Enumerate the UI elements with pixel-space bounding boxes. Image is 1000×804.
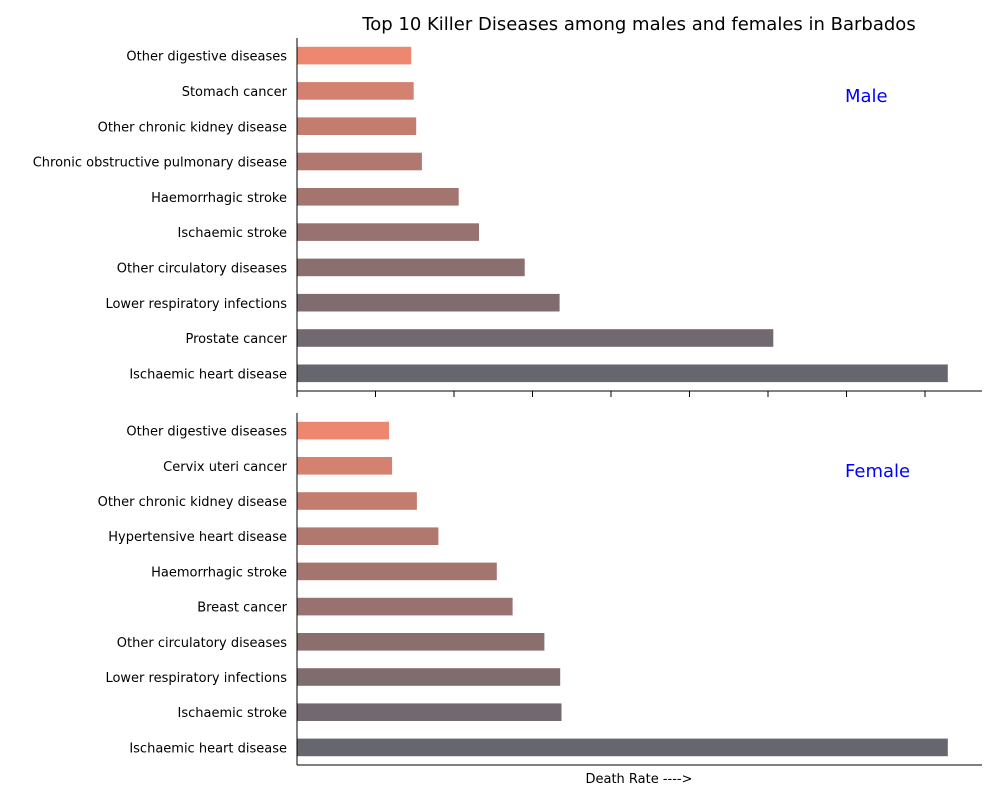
category-label: Other digestive diseases [126,425,287,440]
chart-title: Top 10 Killer Diseases among males and f… [361,14,915,35]
panel-male: Ischaemic heart disease Prostate cancer Lo… [33,38,982,397]
bar [297,597,513,616]
panel-name-label: Male [845,86,888,107]
bar [297,738,948,757]
category-label: Hypertensive heart disease [108,530,287,545]
panel-female: Ischaemic heart disease Ischaemic stroke L… [98,413,982,766]
x-axis-label: Death Rate ----> [585,772,692,787]
bar [297,703,562,721]
bar [297,364,948,383]
bar [297,188,459,206]
bar [297,258,525,277]
bar [297,329,774,347]
category-label: Other circulatory diseases [117,636,287,651]
category-label: Other chronic kidney disease [98,120,287,135]
category-label: Lower respiratory infections [105,297,287,312]
category-label: Ischaemic heart disease [129,741,287,756]
bar [297,46,412,65]
bar [297,527,439,545]
bar [297,223,479,241]
bar [297,668,561,686]
bar [297,293,560,312]
category-label: Chronic obstructive pulmonary disease [33,156,287,171]
category-label: Other chronic kidney disease [98,495,287,510]
bar [297,457,393,475]
category-label: Haemorrhagic stroke [151,191,287,206]
bar [297,562,497,581]
category-label: Breast cancer [197,601,287,616]
bar [297,492,417,510]
category-label: Stomach cancer [182,85,288,100]
panel-name-label: Female [845,461,910,482]
category-label: Cervix uteri cancer [163,460,287,475]
bar [297,152,422,171]
category-label: Other digestive diseases [126,50,287,65]
category-label: Ischaemic stroke [178,706,287,721]
category-label: Prostate cancer [185,332,287,347]
category-label: Other circulatory diseases [117,262,287,277]
bar [297,633,545,651]
bar [297,117,417,135]
bar [297,82,414,100]
bar [297,421,389,440]
category-label: Lower respiratory infections [105,671,287,686]
category-label: Haemorrhagic stroke [151,565,287,580]
category-label: Ischaemic stroke [178,226,287,241]
category-label: Ischaemic heart disease [129,367,287,382]
